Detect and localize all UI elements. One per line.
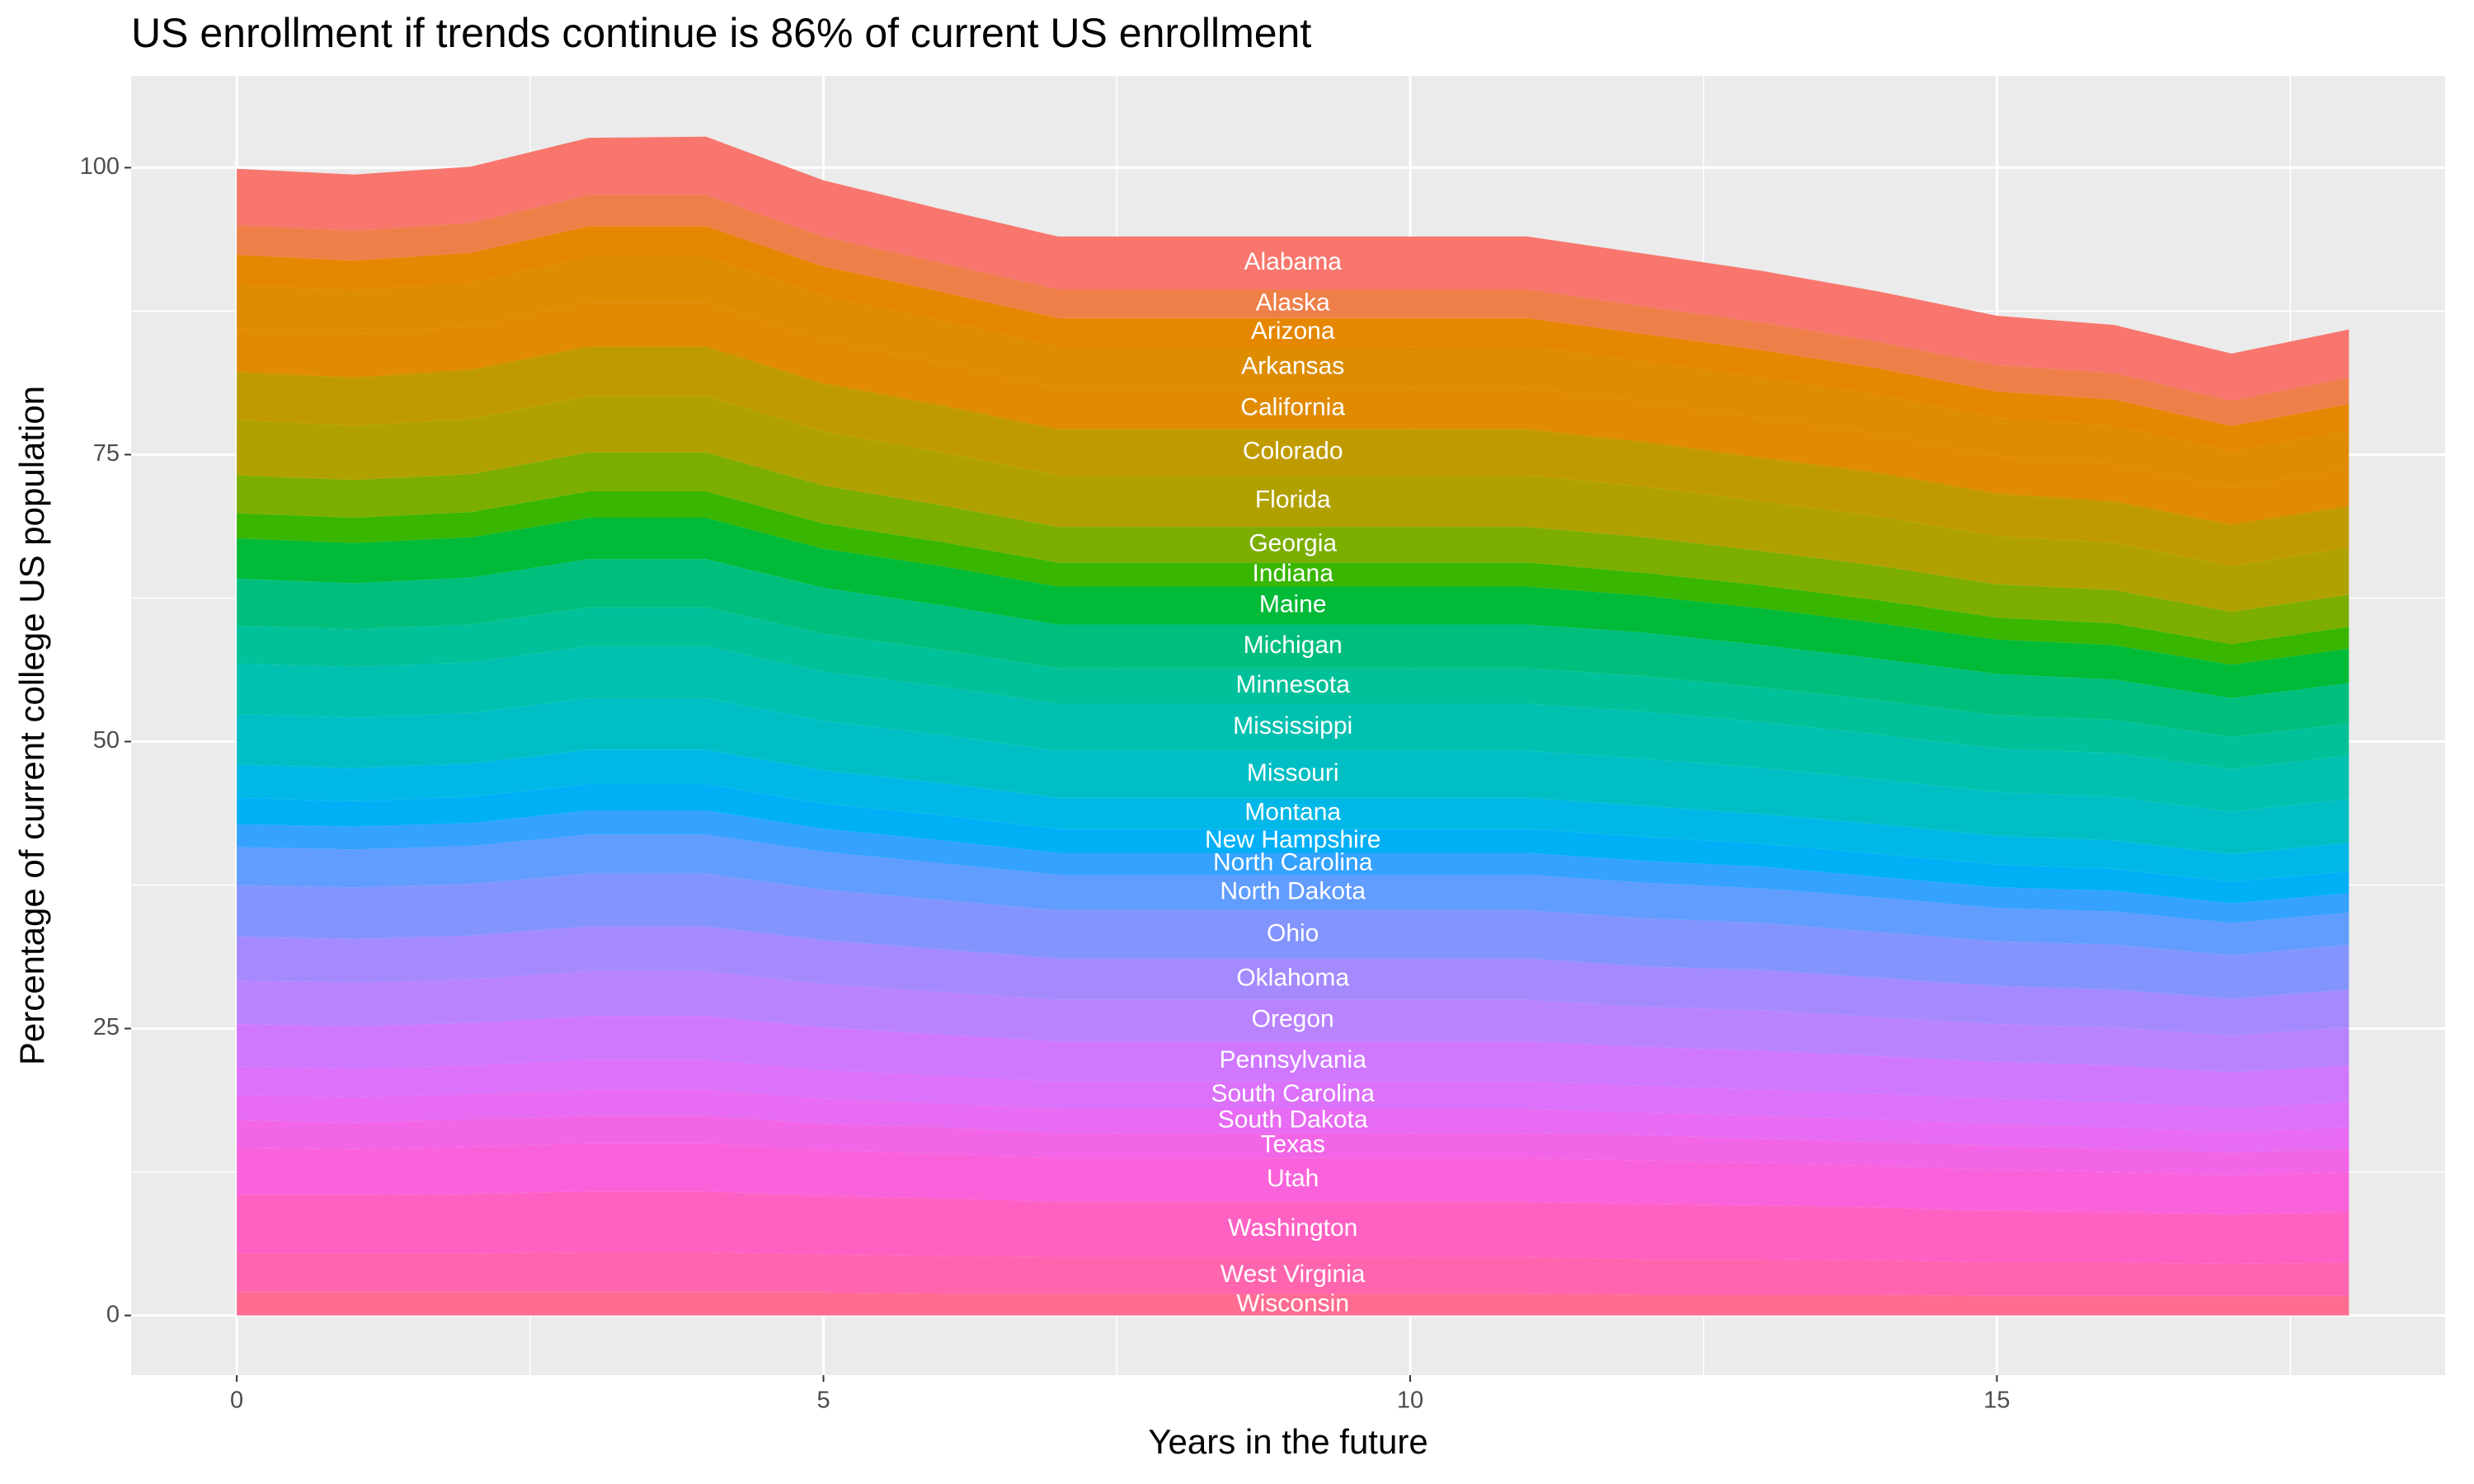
- series-label: Minnesota: [1235, 671, 1350, 698]
- area: [237, 396, 2349, 613]
- series-label: Arkansas: [1241, 353, 1344, 380]
- series-label: Pennsylvania: [1219, 1046, 1366, 1073]
- series-label: West Virginia: [1221, 1261, 1366, 1288]
- y-tick-label: 25: [93, 1014, 120, 1040]
- y-tick-label: 75: [93, 440, 120, 467]
- series-label: Montana: [1244, 798, 1341, 825]
- series-label: Georgia: [1249, 530, 1337, 557]
- series-label: Oregon: [1252, 1006, 1334, 1033]
- area: [237, 1252, 2349, 1296]
- series-label: Missouri: [1247, 759, 1339, 787]
- x-axis-title: Years in the future: [1148, 1422, 1427, 1461]
- area: [237, 518, 2349, 698]
- y-axis-title: Percentage of current college US populat…: [12, 386, 51, 1065]
- series-label: Utah: [1267, 1165, 1319, 1192]
- area: [237, 784, 2349, 904]
- area: [237, 970, 2349, 1073]
- series-label: Texas: [1261, 1130, 1325, 1158]
- area: [237, 346, 2349, 566]
- series-label: North Carolina: [1213, 849, 1373, 876]
- series-label: Maine: [1259, 590, 1327, 618]
- series-label: South Dakota: [1218, 1106, 1368, 1134]
- area: [237, 1089, 2349, 1153]
- series-label: Mississippi: [1233, 712, 1352, 740]
- area: [237, 697, 2349, 854]
- series-label: California: [1240, 394, 1345, 421]
- area: [237, 1191, 2349, 1264]
- y-tick-label: 100: [80, 153, 120, 180]
- series-label: Colorado: [1243, 438, 1343, 465]
- x-tick-label: 5: [816, 1388, 830, 1414]
- area: [237, 1059, 2349, 1132]
- x-tick-label: 15: [1983, 1388, 2010, 1414]
- series-label: Alaska: [1256, 289, 1330, 316]
- area: [237, 873, 2349, 999]
- area: [237, 256, 2349, 488]
- series-label: Alabama: [1244, 248, 1342, 275]
- area: [237, 1016, 2349, 1108]
- series-label: North Dakota: [1220, 877, 1366, 904]
- area: [237, 1143, 2349, 1215]
- area: [237, 559, 2349, 737]
- area: [237, 810, 2349, 923]
- area: [237, 302, 2349, 525]
- series-label: Michigan: [1244, 632, 1343, 659]
- series-label: Florida: [1255, 486, 1331, 514]
- chart-title: US enrollment if trends continue is 86% …: [131, 10, 1311, 56]
- series-label: Arizona: [1251, 317, 1335, 345]
- area: [237, 226, 2349, 452]
- series-label: Ohio: [1267, 919, 1319, 946]
- series-label: Washington: [1228, 1214, 1357, 1242]
- series-label: Oklahoma: [1236, 965, 1349, 992]
- y-tick-label: 0: [106, 1301, 120, 1327]
- series-label: Wisconsin: [1236, 1289, 1349, 1317]
- series-label: South Carolina: [1211, 1080, 1375, 1107]
- area: [237, 607, 2349, 769]
- area: [237, 195, 2349, 426]
- y-tick-label: 50: [93, 727, 120, 754]
- x-tick-label: 0: [230, 1388, 243, 1414]
- area: [237, 926, 2349, 1036]
- area: [237, 136, 2349, 402]
- area: [237, 834, 2349, 956]
- area: [237, 491, 2349, 665]
- x-tick-label: 10: [1397, 1388, 1423, 1414]
- area: [237, 646, 2349, 812]
- area: [237, 1292, 2349, 1316]
- area: [237, 452, 2349, 645]
- area: [237, 749, 2349, 882]
- series-label: Indiana: [1252, 560, 1333, 587]
- area: [237, 1115, 2349, 1176]
- series-label: New Hampshire: [1205, 826, 1380, 853]
